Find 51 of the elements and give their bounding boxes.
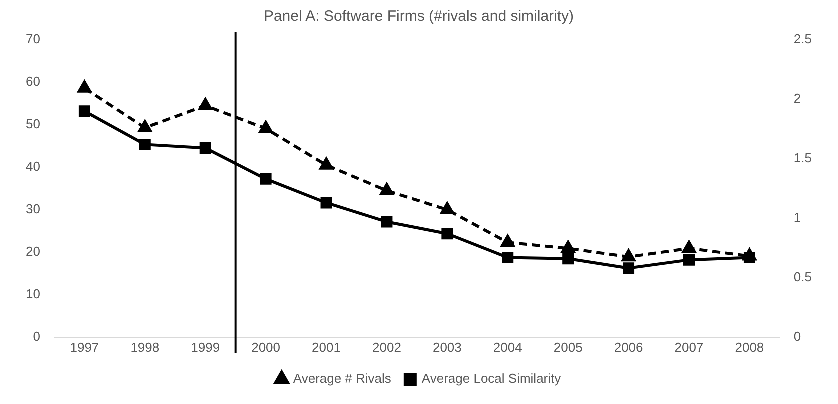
y-tick-label: 30 [26, 202, 40, 217]
point [562, 253, 574, 265]
y-tick-label: 0 [33, 328, 40, 344]
y2-tick-label: 2 [794, 91, 802, 106]
point [380, 183, 394, 196]
point [502, 252, 514, 264]
y2-tick-label: 1 [794, 210, 802, 226]
y2-tick-label: 2.5 [794, 32, 812, 47]
x-tick-label: 2006 [614, 340, 644, 355]
y-tick-label: 20 [26, 244, 40, 260]
x-tick-label: 2005 [554, 340, 583, 355]
y-tick-label: 10 [26, 286, 40, 302]
point [682, 241, 696, 254]
legend-label: Average # Rivals [293, 371, 392, 386]
x-tick-label: 2007 [674, 340, 704, 355]
point [138, 120, 152, 132]
point [622, 250, 636, 262]
x-tick-label: 2004 [493, 340, 522, 355]
point [78, 106, 90, 118]
point [684, 254, 695, 266]
legend-label: Average Local Similarity [422, 371, 562, 386]
point [320, 197, 332, 209]
y2-tick-label: 0 [794, 328, 802, 344]
point [442, 228, 454, 240]
point [139, 138, 151, 150]
x-tick-label: 2008 [735, 340, 764, 355]
point [78, 80, 92, 93]
y-tick-label: 50 [26, 116, 40, 132]
point [381, 216, 393, 228]
point [259, 121, 273, 134]
y-tick-label: 40 [26, 159, 40, 174]
x-tick-label: 2001 [312, 340, 341, 355]
chart-title: Panel A: Software Firms (#rivals and similarity) [264, 8, 574, 26]
y2-tick-label: 1.5 [794, 150, 812, 166]
point [198, 98, 212, 110]
x-tick-label: 2002 [372, 340, 402, 355]
point [440, 202, 454, 214]
point [260, 173, 272, 185]
point [320, 158, 334, 170]
x-tick-label: 2000 [252, 340, 281, 355]
x-tick-label: 2003 [432, 340, 462, 355]
x-tick-label: 1999 [191, 340, 220, 355]
x-tick-label: 1997 [70, 340, 100, 355]
y2-tick-label: 0.5 [794, 270, 812, 284]
point [562, 241, 576, 254]
y-tick-label: 70 [26, 32, 40, 47]
y-tick-label: 60 [26, 74, 40, 90]
point [501, 235, 515, 248]
point [623, 262, 635, 274]
point [200, 142, 212, 154]
x-tick-label: 1998 [130, 340, 160, 355]
